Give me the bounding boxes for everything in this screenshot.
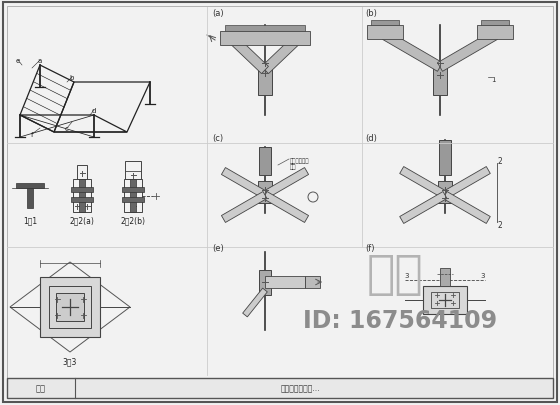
Text: d: d	[92, 108, 96, 114]
Text: c: c	[65, 126, 69, 132]
Bar	[77, 166, 87, 179]
Polygon shape	[221, 168, 267, 199]
Text: e: e	[16, 58, 20, 64]
Bar	[73, 179, 91, 213]
Bar	[220, 32, 310, 46]
Polygon shape	[443, 192, 491, 224]
Text: (b): (b)	[365, 9, 377, 18]
Polygon shape	[437, 32, 497, 72]
Text: (f): (f)	[365, 243, 375, 252]
Text: 腹板一侧焊接
加强: 腹板一侧焊接 加强	[290, 158, 310, 170]
Bar	[440, 269, 450, 286]
Text: 知乎: 知乎	[367, 253, 423, 298]
Bar	[225, 26, 305, 32]
Bar	[49, 286, 91, 328]
Bar	[431, 292, 459, 308]
Text: 2: 2	[498, 221, 502, 230]
Text: f: f	[31, 132, 33, 138]
Bar	[56, 293, 84, 321]
Polygon shape	[263, 168, 309, 199]
Polygon shape	[382, 32, 442, 72]
Text: (e): (e)	[212, 243, 224, 252]
Bar	[258, 181, 272, 203]
Bar	[477, 26, 513, 40]
Bar	[423, 286, 467, 314]
Text: 图名: 图名	[36, 384, 46, 392]
Polygon shape	[262, 37, 300, 75]
Text: 2: 2	[498, 156, 502, 165]
Text: b: b	[70, 75, 74, 81]
Text: ID: 167564109: ID: 167564109	[303, 308, 497, 332]
Bar	[16, 183, 44, 189]
Text: 2－2(b): 2－2(b)	[120, 216, 146, 225]
Bar	[259, 148, 271, 175]
Bar	[40, 277, 100, 337]
Text: 3: 3	[405, 272, 409, 278]
Bar	[27, 189, 33, 209]
Bar	[438, 181, 452, 203]
Bar	[371, 21, 399, 26]
Bar	[367, 26, 403, 40]
Text: (c): (c)	[212, 134, 223, 143]
Bar	[481, 21, 509, 26]
Bar	[258, 68, 272, 96]
Bar	[71, 198, 93, 202]
Text: 3: 3	[480, 272, 486, 278]
Text: 2－2(a): 2－2(a)	[69, 216, 95, 225]
Bar	[79, 179, 85, 213]
Bar	[125, 162, 141, 179]
Polygon shape	[400, 167, 447, 199]
Polygon shape	[230, 37, 268, 75]
Text: 1: 1	[491, 77, 495, 83]
Text: 1－1: 1－1	[23, 216, 37, 225]
Bar	[122, 188, 144, 192]
Text: (a): (a)	[212, 9, 223, 18]
Bar	[130, 179, 136, 213]
Bar	[433, 68, 447, 96]
Bar	[71, 188, 93, 192]
Polygon shape	[265, 276, 305, 288]
Polygon shape	[221, 192, 267, 223]
Text: (d): (d)	[365, 134, 377, 143]
Polygon shape	[242, 288, 267, 317]
Polygon shape	[263, 192, 309, 223]
Text: 3－3: 3－3	[63, 357, 77, 366]
Text: 三支点式天窗节...: 三支点式天窗节...	[280, 384, 320, 392]
Polygon shape	[305, 276, 320, 288]
Bar	[122, 198, 144, 202]
Bar	[124, 179, 142, 213]
Polygon shape	[443, 167, 491, 199]
Bar	[439, 141, 451, 175]
Bar	[7, 378, 553, 398]
Polygon shape	[400, 192, 447, 224]
Text: a: a	[38, 58, 42, 64]
Bar	[259, 270, 271, 295]
